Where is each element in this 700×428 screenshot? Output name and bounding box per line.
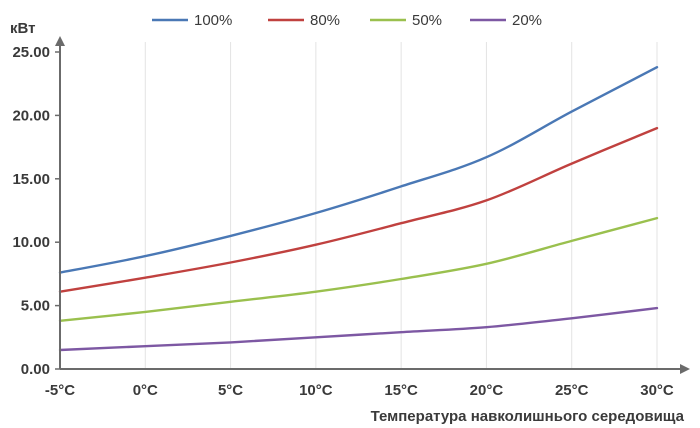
x-tick-labels: -5°C 0°C 5°C 10°C 15°C 20°C 25°C 30°C — [45, 382, 674, 399]
x-tick-label: 15°C — [384, 382, 418, 399]
x-tick-label: 5°C — [218, 382, 243, 399]
y-tick-label: 0.00 — [21, 361, 50, 378]
x-tick-label: 25°C — [555, 382, 589, 399]
y-tick-label: 25.00 — [12, 44, 50, 61]
legend: 100% 80% 50% 20% — [152, 12, 542, 29]
x-axis-arrow — [680, 364, 690, 374]
series-line-50pct — [58, 216, 659, 322]
legend-label: 80% — [310, 12, 340, 29]
y-axis-title: кВт — [10, 20, 36, 37]
series-group — [58, 66, 659, 352]
x-tick-label: 0°C — [133, 382, 158, 399]
x-axis-title: Температура навколишнього середовища — [371, 408, 685, 425]
axes — [55, 36, 690, 374]
legend-label: 20% — [512, 12, 542, 29]
y-tick-label: 20.00 — [12, 107, 50, 124]
series-line-100pct — [58, 66, 659, 274]
y-tick-label: 15.00 — [12, 171, 50, 188]
y-axis-arrow — [55, 36, 65, 46]
y-tick-label: 10.00 — [12, 234, 50, 251]
y-tick-labels: 0.00 5.00 10.00 15.00 20.00 25.00 — [12, 44, 60, 378]
series-line-20pct — [58, 306, 659, 352]
series-line-80pct — [58, 126, 659, 293]
grid — [144, 42, 658, 369]
x-tick-label: -5°C — [45, 382, 75, 399]
legend-label: 50% — [412, 12, 442, 29]
x-tick-label: 30°C — [640, 382, 674, 399]
x-tick-label: 20°C — [470, 382, 504, 399]
x-tick-label: 10°C — [299, 382, 333, 399]
legend-label: 100% — [194, 12, 232, 29]
y-tick-label: 5.00 — [21, 298, 50, 315]
